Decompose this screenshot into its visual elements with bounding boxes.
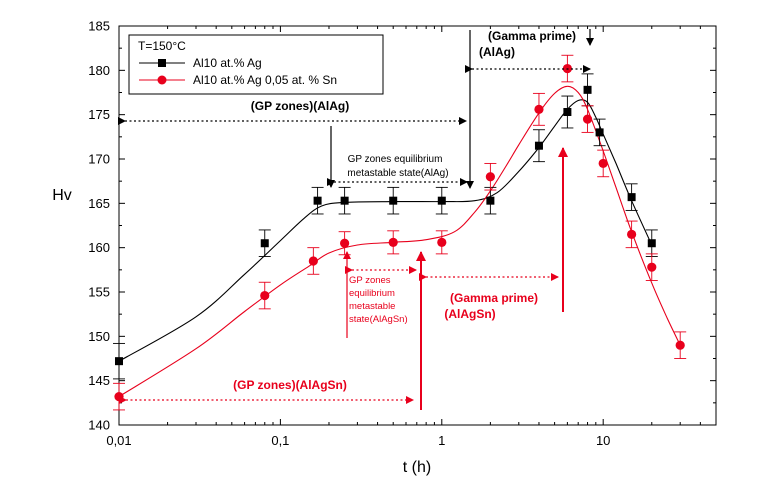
y-tick-label: 155 [88, 285, 110, 300]
data-point-alagsn [534, 104, 544, 114]
x-tick-label: 0,1 [271, 433, 289, 448]
data-point-alag [486, 196, 495, 205]
data-point-alagsn [598, 158, 608, 169]
data-point-alagsn [114, 392, 124, 402]
x-tick-label: 0,01 [106, 433, 131, 448]
data-point-alag [313, 196, 322, 205]
data-point-alag [437, 196, 446, 205]
data-point-alag [595, 128, 604, 137]
data-point-alag [340, 196, 349, 205]
data-point-alagsn [260, 290, 270, 301]
gp-alag-label: (GP zones)(AlAg) [251, 99, 349, 113]
y-tick-label: 180 [88, 63, 110, 78]
x-tick-label: 10 [596, 433, 610, 448]
fit-curves [119, 85, 681, 398]
data-point-alag [115, 357, 123, 366]
y-tick-label: 165 [88, 196, 110, 211]
data-point-alag [563, 108, 572, 117]
legend-entry-red: Al10 at.% Ag 0,05 at. % Sn [193, 73, 337, 87]
data-point-alagsn [388, 237, 398, 247]
legend-marker-red [157, 75, 167, 85]
y-tick-label: 175 [88, 107, 110, 122]
gp-eq-alagsn-label-2: equilibrium [349, 288, 395, 299]
y-axis-title: Hv [52, 187, 72, 204]
legend-box [128, 34, 384, 95]
y-tick-label: 150 [88, 329, 110, 344]
annotations-alagsn: GP zones equilibrium metastable state(Al… [119, 147, 568, 410]
data-point-alag [627, 193, 636, 202]
y-tick-label: 160 [88, 240, 110, 255]
data-point-alagsn [437, 237, 447, 247]
data-point-alagsn [340, 238, 350, 248]
y-tick-label: 170 [88, 152, 110, 167]
annotations-alag: (GP zones)(AlAg) (Gamma prime) (AlAg) GP… [118, 29, 594, 189]
data-point-alagsn [485, 172, 495, 182]
fit-curve-alag [119, 99, 653, 362]
x-tick-label: 1 [438, 433, 445, 448]
gp-eq-alagsn-label-4: state(AlAgSn) [349, 314, 408, 325]
legend-entry-black: Al10 at.% Ag [193, 56, 262, 70]
x-axis-title: t (h) [403, 459, 431, 476]
data-point-alag [260, 239, 269, 248]
fit-curve-alagsn [119, 85, 681, 398]
data-point-alag [583, 85, 592, 94]
y-tick-label: 145 [88, 373, 110, 388]
data-point-alag [647, 239, 656, 248]
gp-eq-alag-label-2: metastable state(AlAg) [347, 168, 448, 179]
gp-eq-alagsn-label-1: GP zones [349, 275, 391, 286]
data-point-alag [534, 141, 543, 150]
legend-marker-black [158, 59, 166, 67]
y-tick-label: 140 [88, 418, 110, 433]
data-points [113, 54, 687, 411]
gp-eq-alag-label-1: GP zones equilibrium [348, 154, 443, 165]
gp-alagsn-label: (GP zones)(AlAgSn) [233, 378, 347, 392]
y-tick-label: 185 [88, 19, 110, 34]
data-point-alagsn [675, 340, 685, 350]
gamma-alagsn-label-2: (AlAgSn) [444, 307, 495, 321]
data-point-alagsn [308, 256, 318, 266]
gamma-alag-label-2: (AlAg) [479, 45, 515, 59]
data-point-alag [389, 196, 398, 205]
gamma-alag-label-1: (Gamma prime) [488, 29, 576, 43]
legend-title: T=150°C [138, 39, 186, 53]
data-point-alagsn [647, 262, 657, 272]
data-point-alagsn [582, 114, 593, 124]
legend: T=150°C Al10 at.% Ag Al10 at.% Ag 0,05 a… [128, 34, 384, 95]
gamma-alagsn-label-1: (Gamma prime) [450, 291, 538, 305]
data-point-alagsn [627, 229, 637, 239]
axis-ticks: 140 145 150 155 160 165 170 175 180 185 0,01 0,1 1 10 [88, 19, 717, 448]
gp-eq-alagsn-label-3: metastable [349, 301, 395, 312]
